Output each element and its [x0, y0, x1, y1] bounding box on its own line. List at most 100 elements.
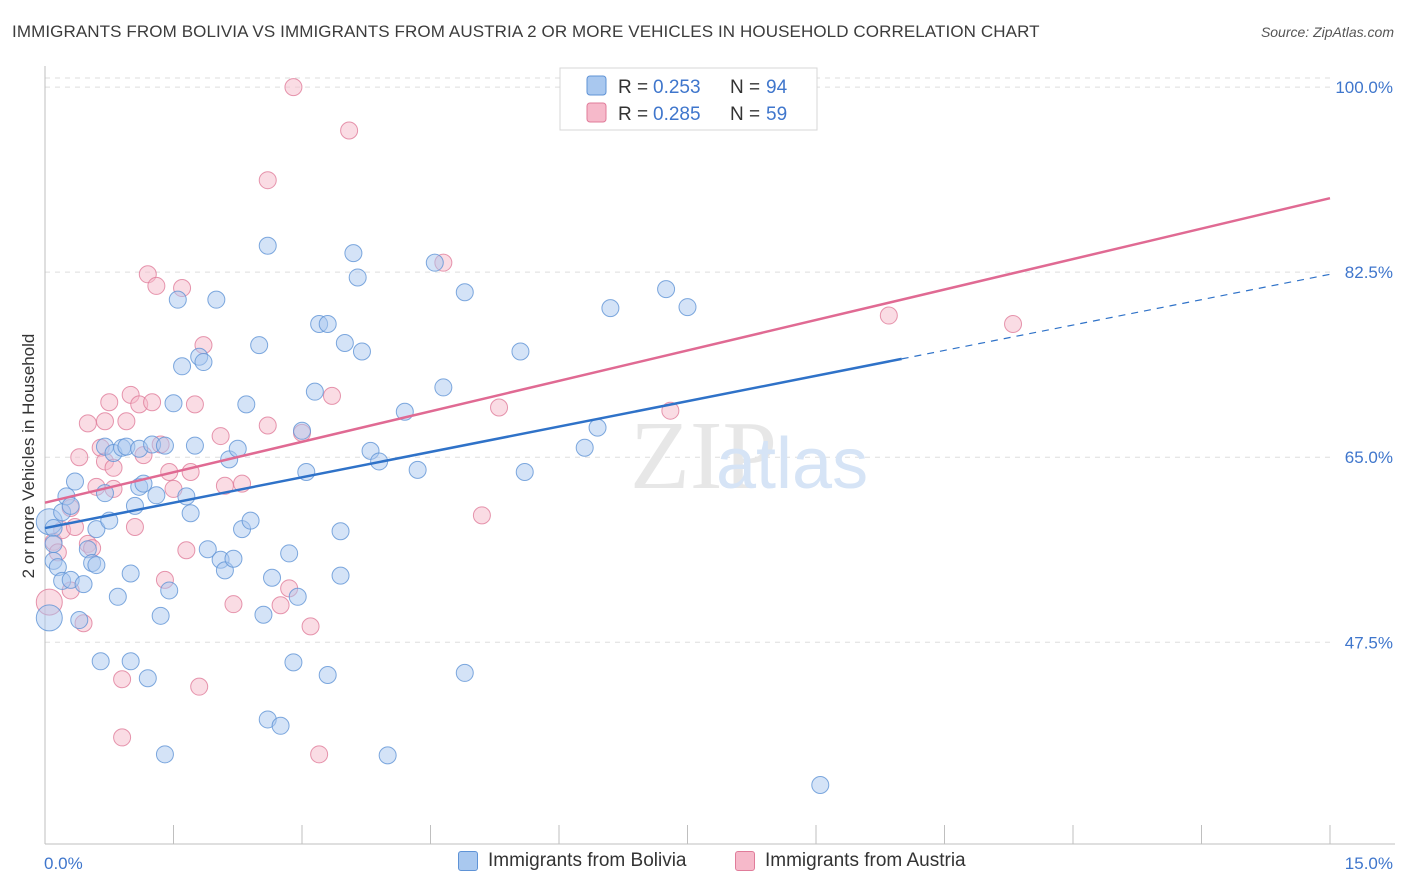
- bolivia-point: [164, 394, 183, 413]
- bottom-legend-item-bolivia: Immigrants from Bolivia: [458, 850, 687, 872]
- bolivia-point: [601, 299, 620, 318]
- bolivia-point: [305, 382, 324, 401]
- y-tick-label: 47.5%: [1345, 633, 1393, 652]
- austria-point: [143, 393, 162, 412]
- y-tick-label: 82.5%: [1345, 263, 1393, 282]
- legend-n-value-austria: 59: [766, 104, 787, 125]
- bottom-legend-swatch-austria: [735, 851, 755, 871]
- austria-point: [340, 121, 359, 140]
- bolivia-point: [318, 666, 337, 685]
- bolivia-points: [35, 236, 830, 794]
- source-credit: Source: ZipAtlas.com: [1260, 24, 1394, 40]
- bolivia-point: [258, 236, 277, 255]
- legend-n-value-bolivia: 94: [766, 77, 788, 98]
- austria-point: [147, 276, 166, 295]
- bolivia-point: [425, 253, 444, 272]
- bolivia-point: [87, 520, 106, 539]
- bolivia-point: [168, 290, 187, 309]
- austria-point: [879, 306, 898, 325]
- bolivia-point: [61, 496, 80, 515]
- legend-r-label-austria: R =: [618, 104, 648, 125]
- bolivia-point: [271, 716, 290, 735]
- bottom-legend-label-bolivia: Immigrants from Bolivia: [488, 850, 687, 871]
- bolivia-point: [250, 336, 269, 355]
- bolivia-point: [335, 334, 354, 353]
- bolivia-point: [74, 575, 93, 594]
- bolivia-point: [160, 581, 179, 600]
- bolivia-point: [147, 486, 166, 505]
- legend-r-label-bolivia: R =: [618, 77, 648, 98]
- bolivia-trend-extension: [901, 273, 1331, 360]
- bolivia-point: [70, 611, 89, 630]
- bolivia-point: [44, 534, 63, 553]
- bolivia-point: [181, 504, 200, 523]
- bolivia-point: [151, 606, 170, 625]
- legend-r-value-bolivia: 0.253: [653, 77, 701, 98]
- bolivia-point: [173, 357, 192, 376]
- y-axis-label: 2 or more Vehicles in Household: [19, 334, 38, 579]
- bolivia-point: [657, 280, 676, 299]
- bolivia-point: [155, 436, 174, 455]
- bolivia-point: [515, 463, 534, 482]
- bolivia-point: [331, 566, 350, 585]
- bolivia-point: [138, 669, 157, 688]
- bolivia-point: [434, 378, 453, 397]
- bolivia-point: [318, 314, 337, 333]
- austria-point: [301, 617, 320, 636]
- bolivia-point: [575, 438, 594, 457]
- austria-point: [190, 677, 209, 696]
- axes: [44, 66, 1395, 845]
- legend-n-label-austria: N =: [730, 104, 760, 125]
- legend-swatch-austria: [586, 102, 607, 123]
- bolivia-point: [207, 290, 226, 309]
- austria-point: [177, 541, 196, 560]
- austria-point: [284, 78, 303, 97]
- austria-point: [100, 393, 119, 412]
- bolivia-point: [237, 395, 256, 414]
- austria-point: [211, 427, 230, 446]
- austria-point: [271, 596, 290, 615]
- watermark-atlas: atlas: [716, 424, 868, 504]
- austria-points: [35, 78, 1023, 764]
- austria-point: [113, 728, 132, 747]
- bolivia-point: [280, 544, 299, 563]
- bolivia-point: [455, 663, 474, 682]
- austria-point: [258, 416, 277, 435]
- watermark: ZIP atlas: [630, 402, 868, 510]
- bolivia-point: [588, 418, 607, 437]
- legend-swatch-bolivia: [586, 75, 607, 96]
- bottom-legend-swatch-bolivia: [458, 851, 478, 871]
- bolivia-point: [288, 587, 307, 606]
- bolivia-point: [91, 652, 110, 671]
- bolivia-point: [678, 298, 697, 317]
- y-tick-label: 65.0%: [1345, 448, 1393, 467]
- austria-point: [310, 745, 329, 764]
- austria-point: [95, 412, 114, 431]
- y-tick-labels: 47.5% 65.0% 82.5% 100.0%: [1335, 78, 1393, 652]
- austria-point: [224, 595, 243, 614]
- bolivia-point: [811, 775, 830, 794]
- austria-point: [117, 412, 136, 431]
- bolivia-point: [241, 511, 260, 530]
- austria-point: [1004, 314, 1023, 333]
- legend-box: R = 0.253 N = 94 R = 0.285 N = 59: [559, 67, 818, 131]
- austria-point: [185, 395, 204, 414]
- bolivia-trend-line: [44, 357, 902, 530]
- austria-point: [472, 506, 491, 525]
- legend-r-value-austria: 0.285: [653, 104, 701, 125]
- bolivia-point: [87, 556, 106, 575]
- bolivia-point: [194, 353, 213, 372]
- bolivia-point: [331, 522, 350, 541]
- bolivia-point: [65, 472, 84, 491]
- bolivia-point: [108, 587, 127, 606]
- chart-title: IMMIGRANTS FROM BOLIVIA VS IMMIGRANTS FR…: [12, 22, 1040, 41]
- legend-n-label-bolivia: N =: [730, 77, 760, 98]
- bolivia-point: [224, 549, 243, 568]
- bottom-legend-label-austria: Immigrants from Austria: [765, 850, 966, 871]
- trend-lines: [44, 196, 1331, 530]
- bolivia-point: [198, 540, 217, 559]
- bottom-legend-item-austria: Immigrants from Austria: [735, 850, 966, 872]
- bolivia-point: [35, 604, 63, 632]
- bolivia-point: [263, 568, 282, 587]
- x-tick-label-max: 15.0%: [1345, 854, 1393, 873]
